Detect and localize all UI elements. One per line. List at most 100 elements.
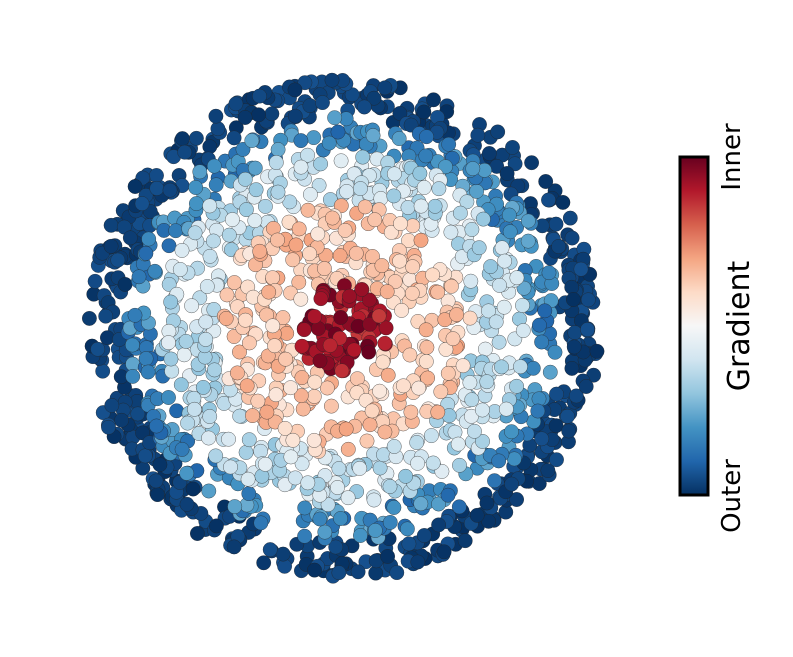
data-point bbox=[555, 194, 571, 210]
data-point bbox=[238, 202, 254, 218]
data-point bbox=[541, 265, 557, 281]
data-point bbox=[332, 248, 348, 264]
data-point bbox=[244, 133, 260, 149]
data-point bbox=[174, 131, 190, 147]
data-point bbox=[247, 160, 263, 176]
data-point bbox=[564, 230, 580, 246]
data-point bbox=[494, 359, 509, 375]
data-point bbox=[427, 198, 443, 214]
data-point bbox=[356, 99, 372, 115]
data-point bbox=[380, 367, 396, 383]
data-point bbox=[232, 344, 247, 360]
data-point bbox=[293, 159, 309, 175]
data-point bbox=[438, 159, 453, 175]
data-point bbox=[206, 158, 222, 174]
data-point bbox=[188, 180, 204, 195]
data-point bbox=[185, 481, 201, 497]
data-point bbox=[361, 292, 377, 308]
data-point bbox=[352, 181, 368, 197]
data-point bbox=[479, 374, 495, 390]
data-point bbox=[323, 398, 339, 414]
colorbar-tick-label-outer: Outer bbox=[717, 459, 747, 533]
data-point bbox=[374, 258, 390, 274]
data-point bbox=[340, 441, 356, 457]
data-point bbox=[208, 518, 224, 534]
data-point bbox=[548, 216, 564, 232]
data-point bbox=[168, 223, 184, 239]
data-point bbox=[180, 415, 196, 431]
data-point bbox=[455, 358, 471, 374]
data-point bbox=[333, 153, 349, 169]
data-point bbox=[265, 270, 281, 286]
data-point bbox=[507, 156, 523, 172]
data-point bbox=[430, 284, 446, 300]
data-point bbox=[404, 285, 420, 301]
data-point bbox=[138, 245, 154, 261]
data-point bbox=[331, 461, 347, 477]
data-point bbox=[340, 490, 356, 506]
data-point bbox=[475, 433, 490, 449]
data-point bbox=[202, 409, 218, 424]
data-point bbox=[173, 377, 189, 393]
data-point bbox=[410, 554, 426, 570]
data-point bbox=[198, 314, 214, 330]
data-point bbox=[469, 507, 485, 523]
data-point bbox=[382, 479, 398, 494]
data-point bbox=[475, 211, 491, 227]
data-point bbox=[355, 149, 371, 165]
data-point bbox=[202, 198, 218, 214]
data-point bbox=[277, 477, 293, 493]
data-point bbox=[297, 500, 313, 516]
data-point bbox=[241, 486, 257, 502]
data-point bbox=[516, 280, 532, 296]
data-point bbox=[457, 533, 473, 549]
data-point bbox=[240, 471, 256, 487]
data-point bbox=[386, 166, 402, 182]
data-point bbox=[383, 224, 399, 240]
data-point bbox=[307, 309, 323, 324]
data-point bbox=[411, 380, 427, 396]
data-point bbox=[202, 139, 218, 155]
data-point bbox=[512, 359, 528, 375]
data-point bbox=[152, 457, 168, 473]
data-point bbox=[377, 335, 393, 351]
data-point bbox=[300, 202, 316, 218]
data-point bbox=[310, 226, 326, 242]
data-point bbox=[416, 528, 432, 543]
data-point bbox=[562, 210, 578, 226]
data-point bbox=[218, 311, 234, 326]
data-point bbox=[327, 110, 343, 126]
data-point bbox=[149, 418, 164, 434]
data-point bbox=[237, 312, 253, 328]
data-point bbox=[362, 417, 378, 433]
data-point bbox=[547, 344, 563, 360]
data-point bbox=[474, 402, 490, 418]
data-point bbox=[302, 98, 318, 114]
data-point bbox=[253, 443, 269, 459]
data-point bbox=[440, 487, 456, 503]
data-point bbox=[95, 363, 111, 379]
data-point bbox=[352, 460, 368, 476]
data-point bbox=[540, 463, 556, 478]
data-point bbox=[504, 476, 520, 492]
data-point bbox=[306, 432, 322, 448]
data-point bbox=[270, 232, 285, 248]
data-point bbox=[530, 403, 546, 419]
data-point bbox=[101, 419, 116, 435]
data-point bbox=[366, 90, 382, 106]
data-point bbox=[202, 248, 218, 264]
data-point bbox=[440, 365, 456, 381]
data-point bbox=[195, 379, 211, 395]
data-point bbox=[589, 343, 605, 359]
data-point bbox=[103, 217, 119, 233]
data-point bbox=[241, 335, 257, 351]
data-point bbox=[452, 205, 468, 221]
data-point bbox=[346, 342, 362, 358]
data-point bbox=[412, 165, 428, 181]
data-point bbox=[174, 441, 190, 457]
data-point bbox=[322, 337, 338, 353]
data-point bbox=[392, 253, 408, 269]
data-point bbox=[148, 473, 164, 489]
data-point bbox=[410, 455, 426, 471]
data-point bbox=[219, 287, 235, 303]
